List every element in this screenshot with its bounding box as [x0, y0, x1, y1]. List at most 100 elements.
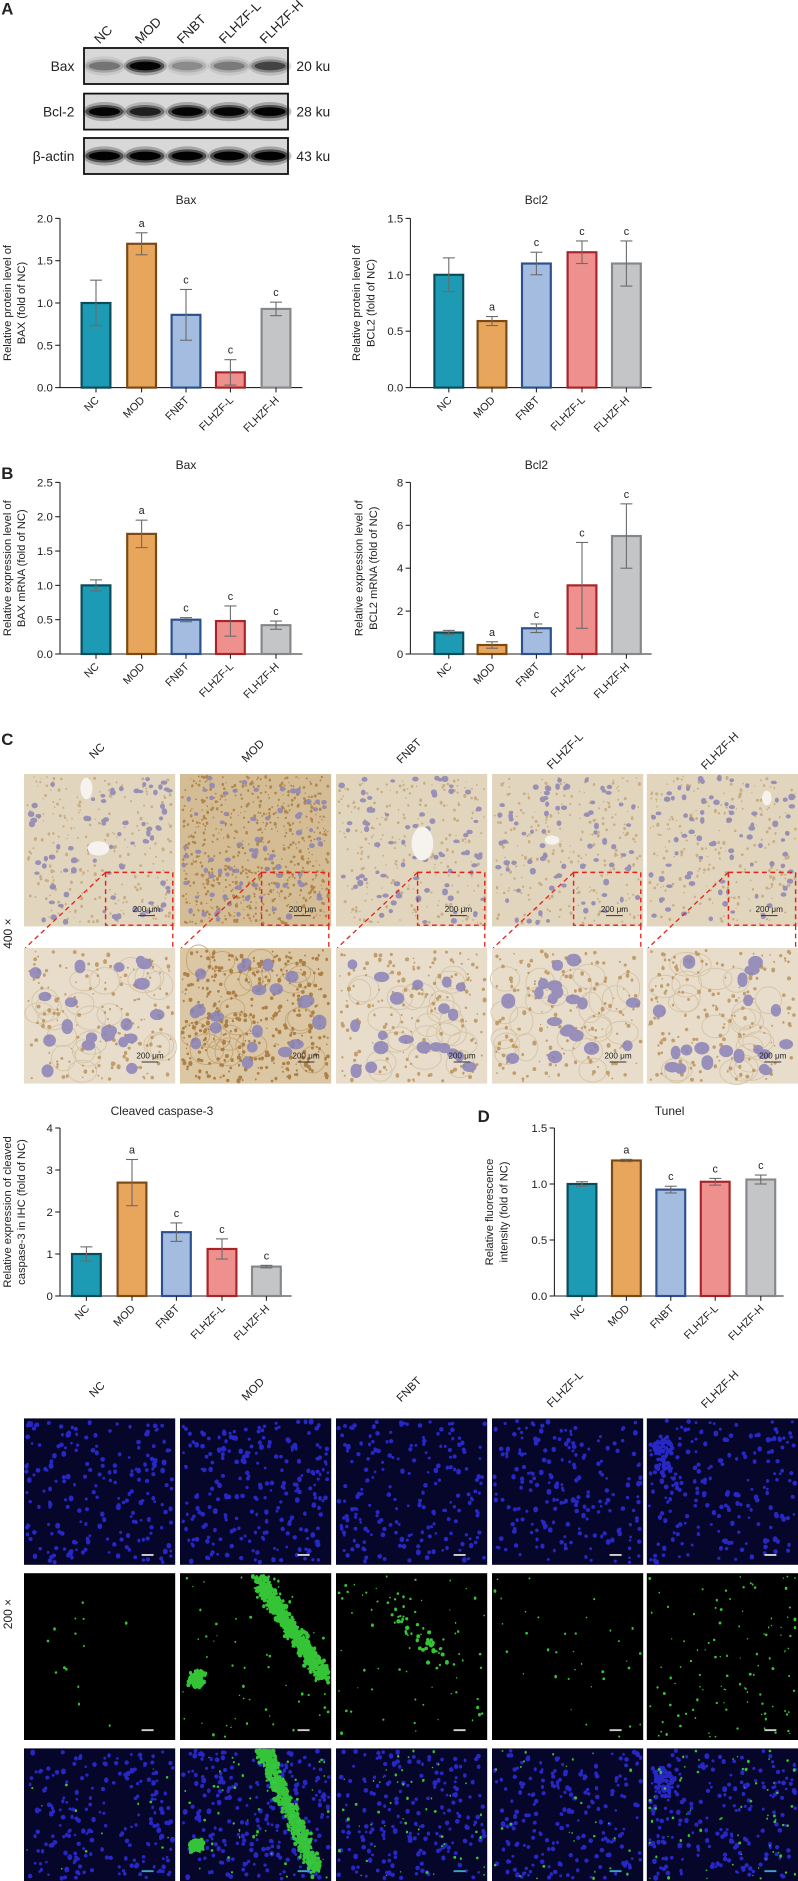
zoom-region-box: [727, 871, 797, 926]
bar-fnbt: [170, 618, 202, 656]
scale-bar: [297, 1729, 310, 1732]
blot-band-core: [88, 107, 120, 116]
blot-band-core: [254, 107, 286, 116]
ihc-nuclei: [648, 774, 796, 922]
x-tick-label: FLHZF-L: [189, 1303, 228, 1342]
significance-label: c: [228, 591, 234, 603]
x-tick-label: MOD: [471, 394, 497, 420]
scale-bar: [297, 1554, 310, 1556]
ihc-column-label: FLHZF-L: [545, 731, 586, 772]
blot-band-core: [213, 61, 245, 71]
significance-label: c: [534, 609, 540, 621]
chart-mrna-bax: Bax Relative expression level of BAX mRNA …: [2, 458, 303, 701]
y-tick-label: 3: [46, 1165, 52, 1177]
bar-flhzf-l: [566, 251, 598, 389]
blot-band-core: [129, 61, 161, 71]
dapi-nuclei: [336, 1420, 487, 1564]
x-tick-label: NC: [73, 1303, 93, 1323]
ihc-nuclei: [181, 776, 327, 922]
fluorescence-tunel-image-flhzf-h: [646, 1573, 798, 1740]
ihc-nuclei: [27, 777, 173, 925]
dapi-nuclei: [492, 1419, 643, 1564]
significance-label: c: [624, 226, 630, 238]
y-tick-label: 0.0: [37, 383, 53, 395]
zoom-connector: [24, 871, 107, 949]
scale-bar: [141, 1870, 154, 1873]
scale-bar-label: 200 μm: [448, 1051, 476, 1060]
x-tick-label: MOD: [121, 394, 147, 420]
chart-title: Tunel: [655, 1104, 685, 1118]
significance-label: c: [273, 606, 279, 618]
y-tick-label: 0.5: [387, 326, 403, 338]
scale-bar: [141, 1729, 154, 1732]
dapi-nuclei: [647, 1748, 798, 1881]
x-tick-label: FLHZF-L: [549, 661, 588, 700]
blot-band: [85, 59, 124, 73]
blot-protein-label: Bcl-2: [43, 104, 74, 119]
y-tick-label: 2: [397, 606, 403, 618]
ihc-zoom-image-mod: 200 μm: [180, 944, 332, 1084]
x-tick-label: FNBT: [648, 1303, 677, 1332]
blot-band: [168, 59, 207, 73]
scale-bar: [453, 1870, 466, 1873]
panel-label-d: D: [478, 1107, 490, 1126]
scale-bar-label: 200 μm: [445, 905, 473, 914]
fluorescence-merge-image-mod: [180, 1748, 332, 1881]
bar-mod: [610, 1159, 642, 1298]
blot-lane-label: NC: [91, 22, 115, 46]
significance-label: a: [129, 1145, 135, 1157]
x-tick-label: NC: [435, 661, 455, 681]
bar-fnbt: [520, 262, 552, 389]
dapi-nuclei: [336, 1749, 487, 1881]
blot-band-core: [171, 151, 203, 161]
significance-label: c: [264, 1250, 270, 1262]
chart-cleaved-caspase-3: Cleaved caspase-3 Relative expression of …: [2, 1104, 292, 1343]
ihc-column-label: FLHZF-H: [699, 730, 741, 772]
blot-band-core: [129, 151, 161, 161]
x-tick-label: FLHZF-L: [197, 394, 236, 433]
fluorescence-background: [24, 1418, 176, 1565]
panel-label-c: C: [1, 730, 13, 749]
significance-label: c: [758, 1160, 764, 1172]
dapi-nuclei: [181, 1748, 331, 1881]
fluorescence-dapi-image-flhzf-l: [492, 1418, 644, 1565]
blot-band-core: [88, 61, 120, 71]
central-vein: [544, 835, 560, 845]
x-tick-label: MOD: [606, 1303, 632, 1329]
ihc-dab-granules: [26, 776, 174, 924]
ihc-dab-granules: [181, 774, 331, 926]
tunel-magnification-label: 200 ×: [1, 1599, 15, 1629]
x-tick-label: FLHZF-H: [232, 1303, 272, 1343]
significance-label: c: [579, 226, 585, 238]
ihc-zoom-image-flhzf-h: 200 μm: [646, 948, 798, 1085]
x-tick-label: NC: [82, 394, 102, 414]
tunel-column-label: FNBT: [395, 1375, 425, 1405]
x-tick-label: FLHZF-H: [592, 661, 632, 701]
y-tick-label: 2.0: [37, 213, 53, 225]
scale-bar-label: 200 μm: [604, 1051, 632, 1060]
chart-title: Bcl2: [525, 458, 549, 472]
ihc-dab-granules: [495, 949, 643, 1083]
scale-bar-label: 200 μm: [136, 1051, 164, 1060]
chart-mrna-bcl2: Bcl2 Relative expression level of BCL2 mRN…: [353, 458, 652, 701]
y-tick-label: 2.5: [37, 477, 53, 489]
x-tick-label: NC: [82, 661, 102, 681]
fluorescence-background: [336, 1748, 488, 1881]
y-axis-label: caspase-3 in IHC (fold of NC): [16, 1139, 28, 1285]
bar-fnbt: [655, 1188, 687, 1298]
blot-membrane: [84, 48, 288, 84]
central-vein: [80, 777, 93, 800]
x-tick-label: FNBT: [514, 394, 543, 423]
blot-band-core: [213, 107, 245, 116]
y-tick-label: 1.5: [387, 213, 403, 225]
dapi-nuclei: [27, 1749, 175, 1881]
y-tick-label: 0.0: [531, 1291, 547, 1303]
scale-bar: [141, 1554, 154, 1556]
scale-bar: [764, 1870, 777, 1873]
significance-label: a: [489, 302, 495, 314]
fluorescence-tunel-image-fnbt: [336, 1573, 488, 1740]
x-tick-label: FLHZF-L: [197, 661, 236, 700]
y-axis-label: Relative protein level of: [351, 244, 363, 361]
